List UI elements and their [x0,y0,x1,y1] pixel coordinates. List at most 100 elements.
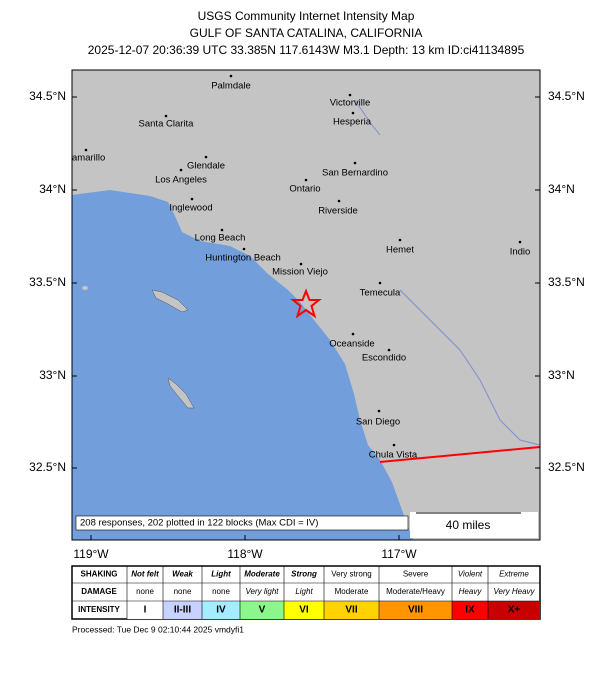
processed: Processed: Tue Dec 9 02:10:44 2025 vmdyf… [72,624,244,634]
island [167,377,195,409]
river [354,99,381,136]
place-label: Chula Vista [369,450,418,461]
legend-cell: Very Heavy [493,587,535,596]
place-dot [84,148,88,152]
legend-cell: Light [295,587,313,596]
legend-cell: II-III [174,605,191,616]
place-label: Palmdale [211,81,251,92]
place-dot [337,199,341,203]
place-dot [304,178,308,182]
place-label: Inglewood [169,203,212,214]
place-dot [387,348,391,352]
note-box [75,515,409,531]
legend-cell: Very strong [331,570,371,579]
legend-cell: X+ [508,605,521,616]
places: Palmdale Victorville Hesperia Santa Clarita… [72,74,531,461]
title: USGS Community Internet Intensity Map [198,9,415,23]
place-dot [378,281,382,285]
legend-cell: none [212,587,230,596]
place-dot [351,332,355,336]
map-frame [71,69,541,541]
legend-cell: I [144,605,147,616]
place-dot [179,168,183,172]
lat-label: 34°N [39,182,66,196]
island [151,289,189,313]
place-label: Los Angeles [155,175,207,186]
lat-label: 33.5°N [548,275,585,289]
place-dot [377,409,381,413]
place-dot [220,228,224,232]
legend-cell: VII [345,605,357,616]
legend-cell: Moderate [335,587,369,596]
legend-row-header: INTENSITY [78,605,120,614]
place-label: Ontario [289,184,320,195]
place-dot [164,114,168,118]
place-dot [518,240,522,244]
legend-cell: Moderate/Heavy [386,587,445,596]
scale-label: 40 miles [446,518,491,532]
legend-row-header: DAMAGE [81,587,117,596]
intensity-cell [379,601,452,619]
legend-cell: IV [216,605,226,616]
place-label: Escondido [362,353,406,364]
fault-line [379,446,540,463]
place-dot [204,155,208,159]
intensity-cell [324,601,379,619]
place-label: Victorville [330,98,370,109]
place-label: amarillo [72,153,105,164]
place-dot [392,443,396,447]
place-label: Glendale [187,161,225,172]
details: 2025-12-07 20:36:39 UTC 33.385N 117.6143… [88,43,525,57]
lat-label: 33°N [548,368,575,382]
place-dot [348,93,352,97]
lat-label: 34.5°N [29,89,66,103]
lat-label: 33.5°N [29,275,66,289]
map: Palmdale Victorville Hesperia Santa Clarita… [72,70,540,540]
response-note: 208 responses, 202 plotted in 122 blocks… [80,518,318,529]
lon-label: 119°W [73,547,109,561]
place-label: Long Beach [195,233,246,244]
place-label: Santa Clarita [139,119,195,130]
place-label: Huntington Beach [205,253,281,264]
intensity-cell [163,601,202,619]
legend-cell: Very light [245,587,279,596]
lat-label: 32.5°N [29,460,66,474]
legend-cell: Violent [458,570,483,579]
legend-row-header: SHAKING [81,570,118,579]
lat-label: 34°N [548,182,575,196]
lat-label: 32.5°N [548,460,585,474]
place-label: Temecula [360,288,401,299]
place-label: Indio [510,247,531,258]
region: GULF OF SANTA CATALINA, CALIFORNIA [190,26,423,40]
legend-cell: Severe [403,570,429,579]
lon-label: 118°W [227,547,263,561]
epicenter [290,288,322,319]
place-label: San Bernardino [322,168,388,179]
island [82,286,88,290]
axes: 34.5°N 34.5°N 34°N 34°N 33.5°N 33.5°N 33°N 33°N… [29,89,585,561]
place-label: Hemet [386,245,414,256]
legend-cell: IX [465,605,475,616]
scale-box [410,512,538,538]
place-label: Mission Viejo [272,267,328,278]
legend-cell: VI [299,605,309,616]
legend-cell: Light [211,570,231,579]
place-dot [398,238,402,242]
place-label: Riverside [318,206,358,217]
intensity-cell [240,601,284,619]
legend-cell: Extreme [499,570,529,579]
legend-cell: Heavy [459,587,483,596]
lon-label: 117°W [381,547,417,561]
place-dot [351,111,355,115]
legend-cell: Moderate [244,570,280,579]
legend-cell: V [259,605,266,616]
place-dot [229,74,233,78]
ocean [72,190,413,540]
intensity-cell [127,601,163,619]
place-dot [299,262,303,266]
place-label: Oceanside [329,339,374,350]
place-label: San Diego [356,417,400,428]
legend-cell: VIII [408,605,423,616]
legend-cell: Strong [291,570,317,579]
place-dot [353,161,357,165]
